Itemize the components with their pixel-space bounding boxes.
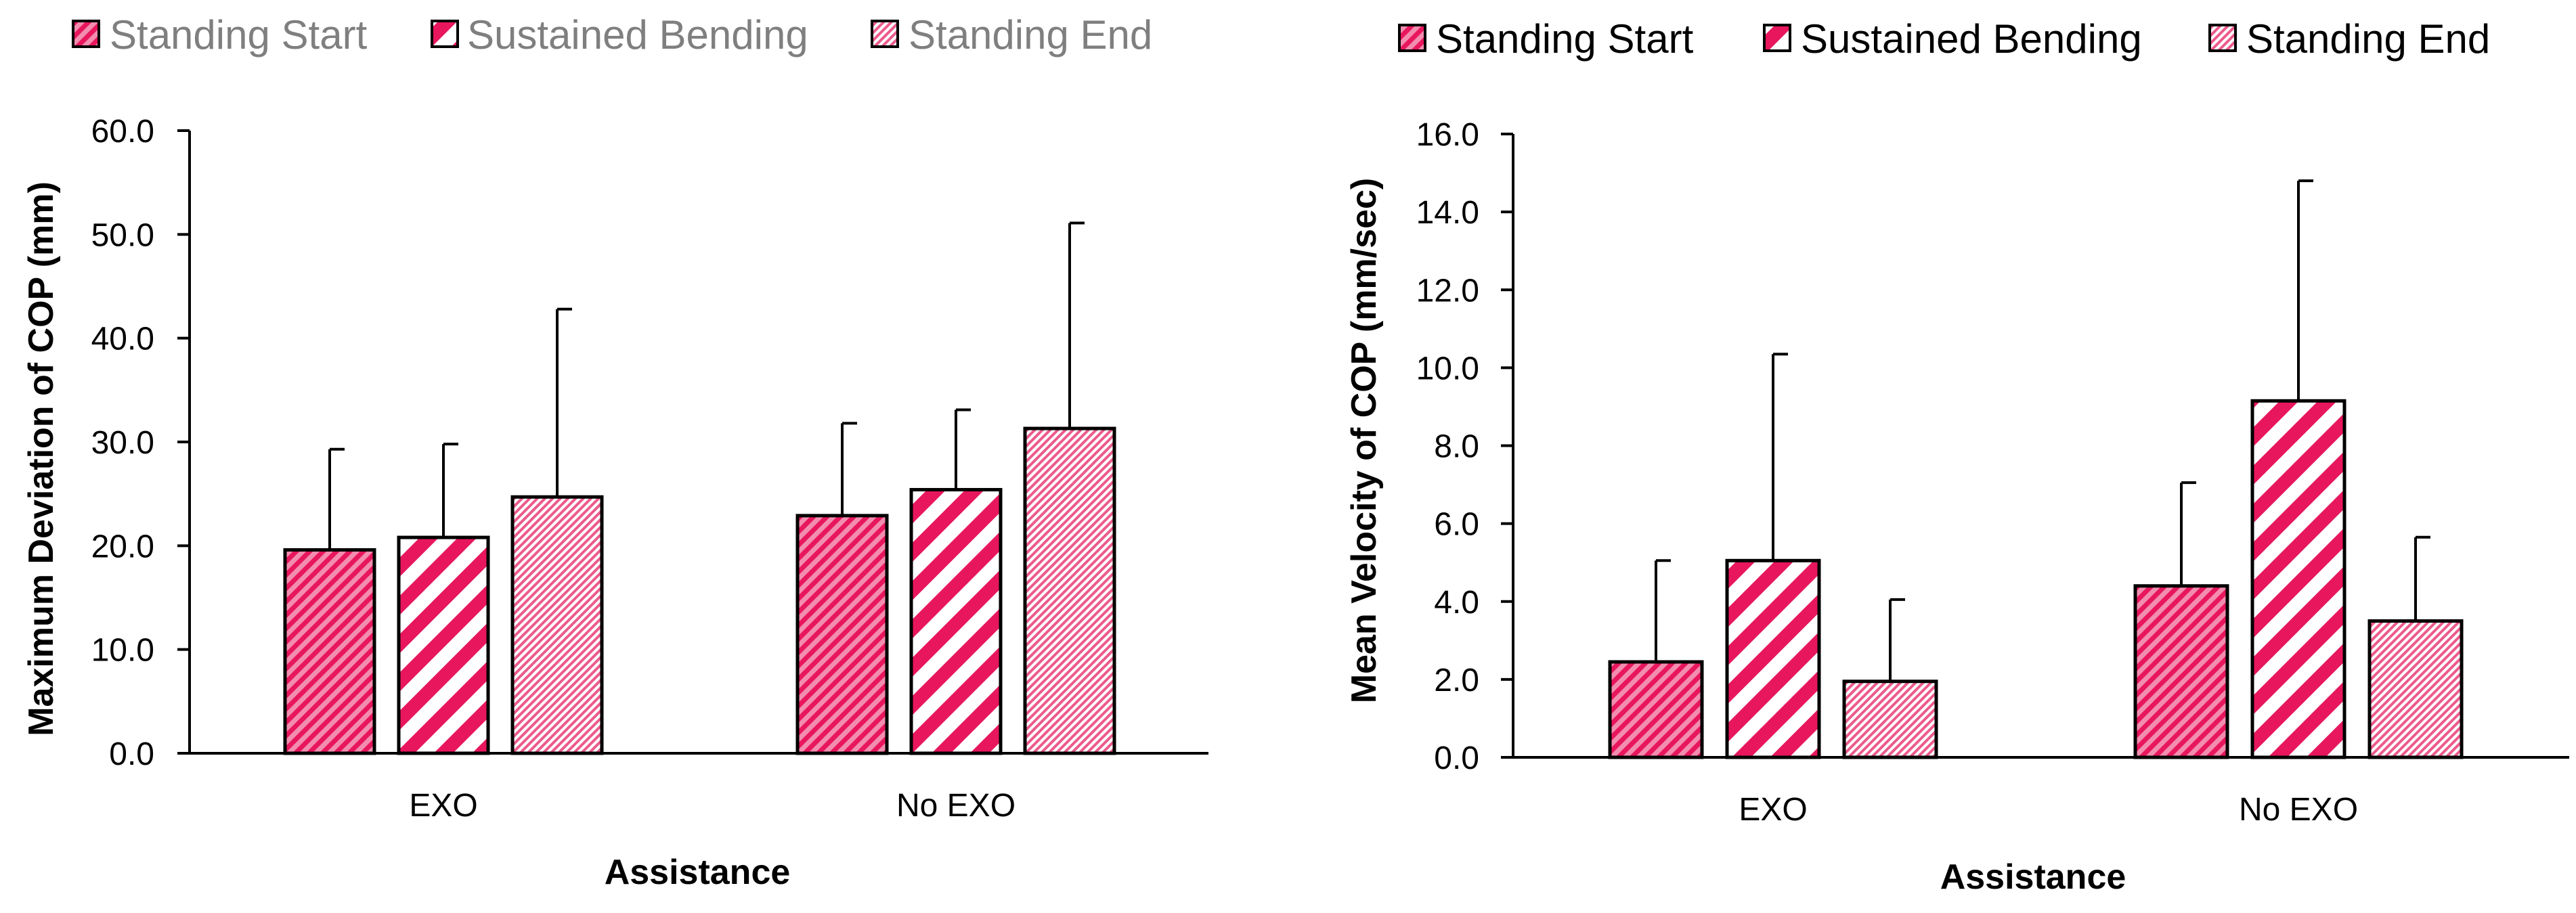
x-category-label: EXO [409,788,477,824]
legend-swatch-standing-end [871,20,899,48]
legend-entry-standing-end-right: Standing End [2208,16,2490,62]
bar-standing-start-no-exo [795,514,889,755]
y-tick-label: 16.0 [1416,117,1479,153]
legend-label-standing-start-right: Standing Start [1436,16,1694,62]
bar-standing-start-exo [1608,660,1704,759]
x-axis-title-right: Assistance [1940,858,2126,897]
legend-left: Standing Start Sustained Bending Standin… [72,12,1152,58]
bar-sustained-bending-no-exo [909,488,1003,755]
y-tick-label: 4.0 [1434,585,1479,621]
bar-sustained-bending-exo [397,535,490,755]
y-tick-label: 0.0 [1434,740,1479,776]
legend-label-standing-end-right: Standing End [2246,16,2490,62]
legend-swatch-standing-start-right [1398,24,1426,52]
legend-entry-standing-start: Standing Start [72,12,368,58]
bar-standing-end-no-exo [1023,426,1116,755]
chart-right: Standing Start Sustained Bending Standin… [1345,16,2569,897]
legend-entry-sustained-bending-right: Sustained Bending [1763,16,2142,62]
legend-entry-sustained-bending: Sustained Bending [431,12,808,58]
bar-standing-end-exo [510,495,604,755]
y-tick-label: 12.0 [1416,273,1479,309]
y-tick-label: 10.0 [1416,351,1479,386]
y-tick-label: 60.0 [91,114,154,150]
y-axis-title-left: Maximum Deviation of COP (mm) [22,181,61,736]
x-axis-title-left: Assistance [605,853,791,892]
legend-label-sustained-bending: Sustained Bending [467,12,808,58]
plot-area-right: 0.0 2.0 4.0 6.0 8.0 10.0 12.0 14.0 16.0 EXO No EXO [1416,117,2569,828]
legend-entry-standing-end: Standing End [871,12,1152,58]
bar-standing-start-exo [283,548,376,755]
y-tick-label: 8.0 [1434,429,1479,465]
legend-swatch-standing-start [72,20,100,48]
legend-label-standing-start: Standing Start [110,12,368,58]
bar-standing-start-no-exo [2133,584,2229,759]
y-tick-label: 0.0 [109,736,154,772]
y-tick-label: 20.0 [91,529,154,564]
x-category-label: No EXO [896,788,1016,824]
bar-standing-end-no-exo [2367,619,2464,759]
bar-standing-end-exo [1842,680,1938,759]
chart-left: Standing Start Sustained Bending Standin… [22,12,1208,892]
legend-right: Standing Start Sustained Bending Standin… [1398,16,2490,62]
legend-swatch-sustained-bending [431,20,459,48]
y-tick-label: 50.0 [91,217,154,253]
y-tick-label: 14.0 [1416,195,1479,231]
bar-sustained-bending-no-exo [2250,399,2346,759]
y-axis-title-right: Mean Velocity of COP (mm/sec) [1345,178,1384,703]
plot-area-left: 0.0 10.0 20.0 30.0 40.0 50.0 60.0 EXO No EXO [91,114,1208,824]
y-tick-label: 30.0 [91,425,154,461]
x-category-label: No EXO [2239,792,2358,828]
bar-sustained-bending-exo [1725,558,1821,759]
legend-label-sustained-bending-right: Sustained Bending [1801,16,2142,62]
y-tick-label: 40.0 [91,321,154,357]
y-tick-label: 10.0 [91,633,154,669]
legend-swatch-sustained-bending-right [1763,24,1791,52]
y-tick-label: 6.0 [1434,507,1479,543]
legend-label-standing-end: Standing End [909,12,1152,58]
legend-swatch-standing-end-right [2208,24,2237,52]
legend-entry-standing-start-right: Standing Start [1398,16,1694,62]
x-category-label: EXO [1739,792,1807,828]
y-tick-label: 2.0 [1434,663,1479,698]
